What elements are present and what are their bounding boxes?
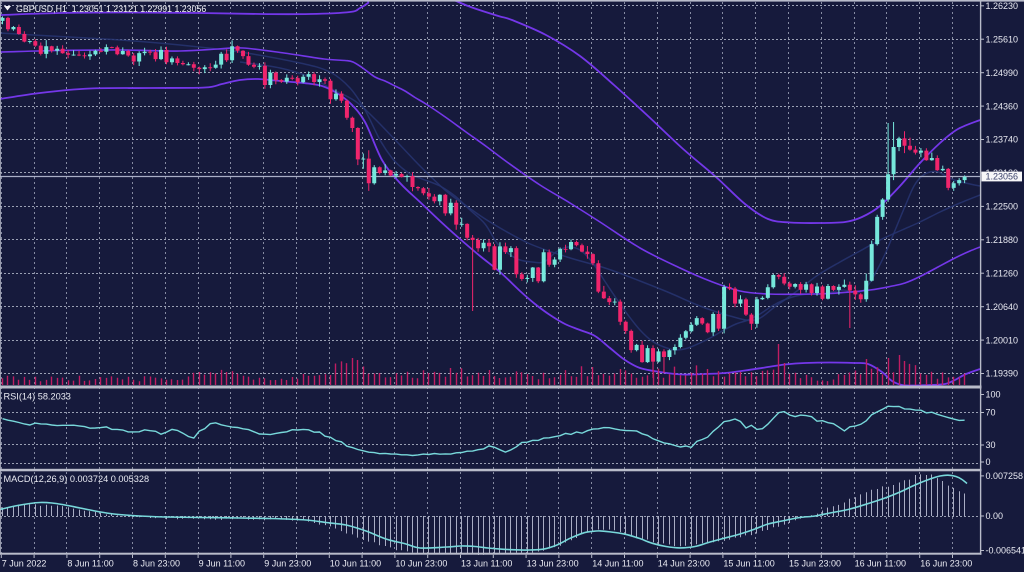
svg-text:70: 70	[986, 408, 996, 418]
svg-text:1.26230: 1.26230	[986, 1, 1019, 11]
svg-text:1.24990: 1.24990	[986, 68, 1019, 78]
svg-text:1.20010: 1.20010	[986, 335, 1019, 345]
svg-text:9 Jun 23:00: 9 Jun 23:00	[264, 558, 311, 568]
svg-text:0.00: 0.00	[986, 511, 1004, 521]
svg-text:16 Jun 11:00: 16 Jun 11:00	[855, 558, 906, 568]
svg-text:14 Jun 23:00: 14 Jun 23:00	[658, 558, 710, 568]
svg-text:14 Jun 11:00: 14 Jun 11:00	[592, 558, 643, 568]
svg-text:RSI(14) 58.2033: RSI(14) 58.2033	[4, 392, 71, 402]
svg-text:9 Jun 11:00: 9 Jun 11:00	[199, 558, 245, 568]
svg-text:1.20640: 1.20640	[986, 302, 1019, 312]
svg-text:30: 30	[986, 440, 996, 450]
svg-text:1.21260: 1.21260	[986, 268, 1019, 278]
svg-text:13 Jun 11:00: 13 Jun 11:00	[461, 558, 512, 568]
svg-text:100: 100	[986, 390, 1001, 400]
svg-text:0.007258: 0.007258	[986, 471, 1024, 481]
svg-text:15 Jun 11:00: 15 Jun 11:00	[723, 558, 774, 568]
svg-text:13 Jun 23:00: 13 Jun 23:00	[527, 558, 579, 568]
svg-text:1.22500: 1.22500	[986, 202, 1019, 212]
svg-text:10 Jun 11:00: 10 Jun 11:00	[330, 558, 381, 568]
svg-text:GBPUSD,H1 1.23051 1.23121 1.2: GBPUSD,H1 1.23051 1.23121 1.22991 1.2305…	[16, 4, 206, 14]
svg-text:7 Jun 2022: 7 Jun 2022	[2, 558, 47, 568]
svg-text:MACD(12,26,9) 0.003724 0.00532: MACD(12,26,9) 0.003724 0.005328	[4, 474, 150, 484]
svg-text:1.24360: 1.24360	[986, 101, 1019, 111]
svg-text:1.25610: 1.25610	[986, 34, 1019, 44]
svg-text:1.23740: 1.23740	[986, 135, 1019, 145]
svg-text:-0.006541: -0.006541	[986, 546, 1024, 556]
svg-text:8 Jun 11:00: 8 Jun 11:00	[67, 558, 113, 568]
svg-text:1.21880: 1.21880	[986, 235, 1019, 245]
svg-text:16 Jun 23:00: 16 Jun 23:00	[920, 558, 972, 568]
svg-text:8 Jun 23:00: 8 Jun 23:00	[133, 558, 180, 568]
svg-text:10 Jun 23:00: 10 Jun 23:00	[395, 558, 447, 568]
svg-text:1.23056: 1.23056	[986, 171, 1019, 181]
svg-text:15 Jun 23:00: 15 Jun 23:00	[789, 558, 841, 568]
svg-text:0: 0	[986, 457, 991, 467]
svg-text:1.19390: 1.19390	[986, 369, 1019, 379]
